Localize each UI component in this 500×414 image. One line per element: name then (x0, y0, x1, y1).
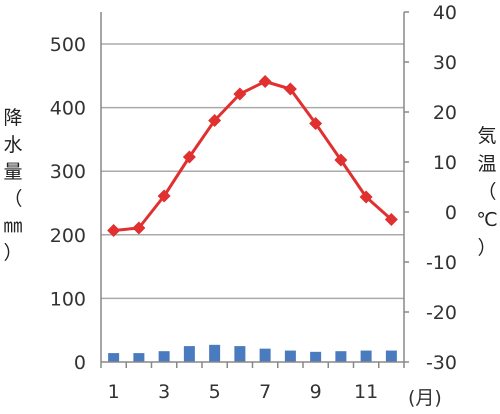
precipitation-bar (335, 351, 347, 362)
left-tick-label: 500 (50, 34, 86, 56)
precipitation-bars (108, 344, 397, 362)
precipitation-bar (385, 350, 397, 362)
temperature-point (384, 213, 398, 226)
x-tick-label: 5 (209, 381, 221, 403)
precipitation-bar (158, 351, 170, 362)
axes (100, 11, 409, 368)
temperature-point (182, 150, 196, 164)
axis-label-char: （ (3, 188, 22, 210)
axis-label-char: ㎜ (3, 215, 22, 237)
temperature-point (283, 82, 297, 96)
left-tick-label: 300 (50, 161, 86, 183)
left-axis-label: 降水量 （ ㎜ ） (3, 107, 22, 264)
precipitation-bar (183, 346, 195, 362)
right-tick-label: 10 (433, 152, 457, 174)
x-tick-label: 3 (158, 381, 170, 403)
axis-label-char: ） (3, 242, 22, 264)
temperature-series-line (113, 80, 393, 232)
precipitation-bar (108, 353, 120, 362)
temperature-point (359, 190, 373, 204)
right-axis-ticks: -30 -20 -10 0 10 20 30 40 (426, 2, 457, 374)
temperature-point (107, 224, 121, 237)
x-tick-label: 7 (259, 381, 271, 403)
temperature-line (107, 75, 398, 237)
left-tick-label: 200 (50, 225, 86, 247)
left-tick-label: 100 (50, 288, 86, 310)
temperature-point (132, 221, 146, 235)
right-tick-label: -20 (426, 302, 457, 324)
precipitation-bar (360, 350, 372, 362)
axis-label-char: 降 (3, 107, 22, 129)
gridlines (101, 43, 404, 300)
axis-label-char: 量 (3, 161, 22, 183)
axis-label-char: 気 (477, 125, 496, 147)
right-tick-label: -30 (426, 352, 457, 374)
right-tick-label: 20 (433, 102, 457, 124)
temperature-point (334, 153, 348, 167)
x-axis-ticks: 1 3 5 7 9 11 (108, 381, 379, 403)
left-axis-ticks: 0 100 200 300 400 500 (50, 34, 86, 374)
left-tick-label: 400 (50, 98, 86, 120)
axis-label-char: 温 (477, 153, 496, 175)
axis-label-char: （ (477, 181, 496, 203)
temperature-point (233, 87, 247, 101)
right-axis-label: 気温 （ ℃ ） (476, 125, 497, 259)
precipitation-bar (234, 346, 246, 362)
temperature-point (258, 75, 272, 88)
left-tick-label: 0 (74, 352, 86, 374)
x-axis-unit-label: (月) (408, 387, 442, 409)
right-tick-label: 40 (433, 2, 457, 24)
temperature-point (208, 114, 222, 127)
axis-label-char: ） (477, 237, 496, 259)
precipitation-bar (310, 351, 322, 362)
x-tick-label: 1 (108, 381, 120, 403)
axis-label-char: 水 (3, 134, 22, 156)
right-tick-label: -10 (426, 252, 457, 274)
x-tick-label: 9 (310, 381, 322, 403)
precipitation-bar (209, 344, 221, 362)
axis-label-char: ℃ (476, 209, 497, 231)
precipitation-bar (259, 348, 271, 362)
precipitation-bar (133, 353, 145, 362)
temperature-point (157, 189, 171, 203)
right-tick-label: 30 (433, 52, 457, 74)
precipitation-bar (284, 350, 296, 362)
temperature-point (309, 117, 323, 130)
right-tick-label: 0 (445, 202, 457, 224)
x-tick-label: 11 (354, 381, 378, 403)
